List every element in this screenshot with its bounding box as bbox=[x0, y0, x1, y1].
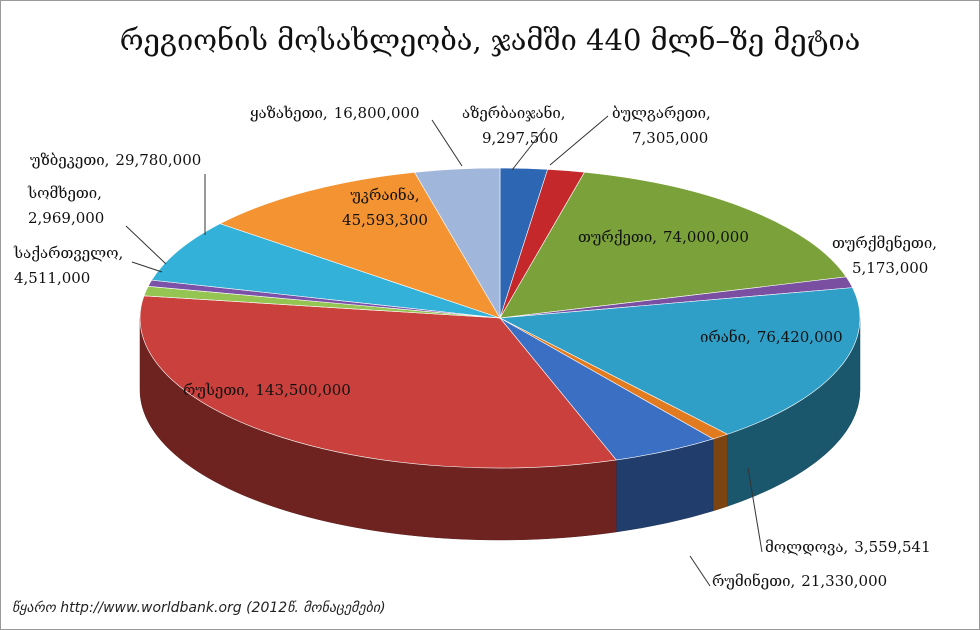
data-label: აზერბაიჯანი, 9,297,500 bbox=[462, 104, 566, 147]
data-label: უზბეკეთი, 29,780,000 bbox=[30, 151, 201, 169]
label-name: ბულგარეთი, bbox=[612, 104, 711, 122]
label-value: 21,330,000 bbox=[801, 572, 887, 590]
label-value: 76,420,000 bbox=[757, 328, 843, 346]
label-value: 3,559,541 bbox=[854, 538, 930, 556]
label-name: აზერბაიჯანი, bbox=[462, 104, 566, 122]
label-name: ყაზახეთი, bbox=[250, 104, 328, 122]
label-value: 4,511,000 bbox=[14, 269, 90, 287]
label-value: 5,173,000 bbox=[852, 259, 928, 277]
label-value: 143,500,000 bbox=[255, 381, 350, 399]
leader-line bbox=[511, 127, 546, 171]
label-value: 16,800,000 bbox=[334, 104, 420, 122]
label-value: 7,305,000 bbox=[632, 129, 708, 147]
label-name: უკრაინა, bbox=[350, 186, 419, 204]
chart-title: რეგიონის მოსახლეობა, ჯამში 440 მლნ–ზე მე… bbox=[120, 23, 861, 57]
slice bbox=[499, 171, 847, 319]
leader-line bbox=[431, 119, 463, 167]
leader-line bbox=[549, 115, 609, 166]
slice bbox=[414, 167, 501, 320]
label-name: უზბეკეთი, bbox=[30, 151, 109, 169]
slice bbox=[498, 287, 861, 435]
slice-side bbox=[712, 433, 728, 512]
slice bbox=[219, 171, 501, 319]
data-label: რუმინეთი, 21,330,000 bbox=[712, 572, 887, 590]
leader-line bbox=[747, 467, 763, 553]
data-label: საქართველო, 4,511,000 bbox=[13, 244, 123, 287]
data-label: ბულგარეთი, 7,305,000 bbox=[612, 104, 711, 147]
label-value: 29,780,000 bbox=[115, 151, 201, 169]
source: წყარო http://www.worldbank.org (2012წ. მ… bbox=[12, 599, 386, 616]
label-value: 74,000,000 bbox=[663, 228, 749, 246]
leader-line bbox=[131, 261, 163, 273]
data-label: მოლდოვა, 3,559,541 bbox=[765, 538, 931, 556]
data-label: უკრაინა, 45,593,300 bbox=[342, 186, 428, 229]
data-label: რუსეთი, 143,500,000 bbox=[183, 381, 351, 399]
label-name: თურქეთი, bbox=[578, 228, 657, 246]
label-name: რუსეთი, bbox=[183, 381, 249, 399]
label-name: სომხეთი, bbox=[27, 184, 102, 202]
data-label: ირანი, 76,420,000 bbox=[700, 328, 843, 346]
slice bbox=[151, 223, 501, 319]
label-value: 45,593,300 bbox=[342, 211, 428, 229]
leader-line bbox=[689, 555, 711, 587]
data-label: თურქმენეთი, 5,173,000 bbox=[832, 234, 937, 277]
label-name: თურქმენეთი, bbox=[832, 234, 937, 252]
label-value: 2,969,000 bbox=[28, 209, 104, 227]
data-label: სომხეთი, 2,969,000 bbox=[27, 184, 104, 227]
data-label: ყაზახეთი, 16,800,000 bbox=[250, 104, 420, 122]
label-name: მოლდოვა, bbox=[765, 538, 848, 556]
leader-line bbox=[125, 225, 167, 265]
slice bbox=[139, 295, 617, 469]
data-label: თურქეთი, 74,000,000 bbox=[578, 228, 749, 246]
label-name: რუმინეთი, bbox=[712, 572, 795, 590]
label-name: საქართველო, bbox=[13, 244, 123, 262]
label-value: 9,297,500 bbox=[482, 129, 558, 147]
label-name: ირანი, bbox=[700, 328, 751, 346]
